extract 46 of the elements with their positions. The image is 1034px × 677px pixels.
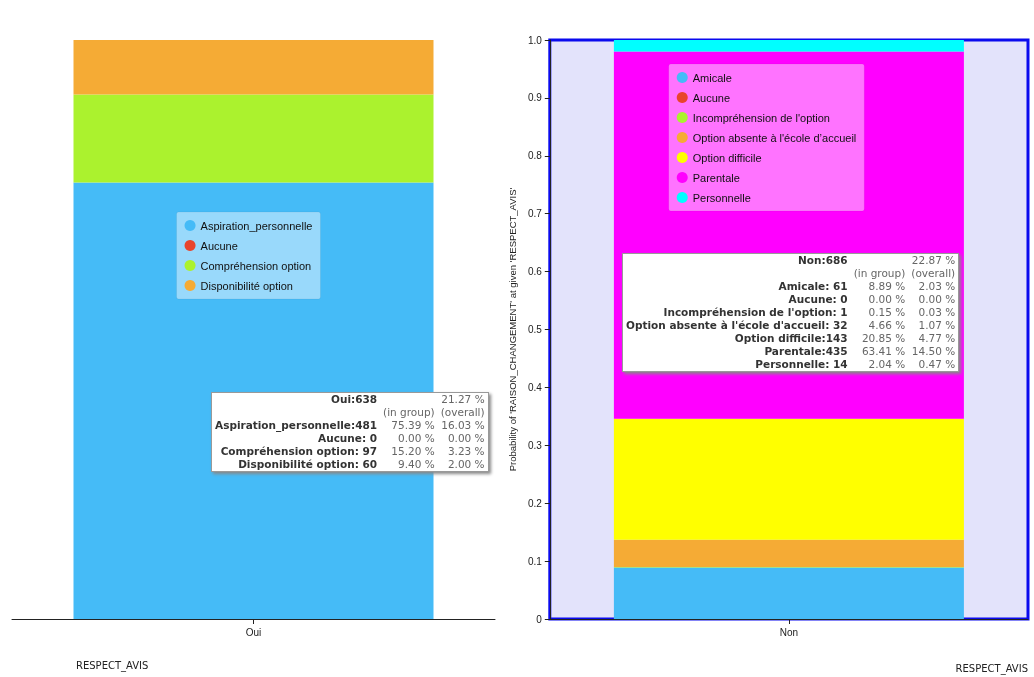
- x-tick-label: Non: [779, 626, 799, 638]
- text: Aucune: 0 0.00 % 0.00 %: [788, 293, 956, 305]
- text: Personnelle: 14 2.04 % 0.47 %: [755, 358, 956, 370]
- text: Amicale: 61 8.89 % 2.03 %: [778, 280, 956, 292]
- text: Aspiration_personnelle:481 75.39 % 16.03 %: [215, 419, 485, 431]
- bar: [613, 40, 964, 52]
- x-axis-title: RESPECT_AVIS: [955, 663, 1028, 674]
- text: Oui:638 21.27 %: [330, 393, 485, 405]
- text: Incompréhension de l'option: 1 0.15 % 0.03 %: [663, 306, 956, 318]
- legend-label: Incompréhension de l'option: [692, 111, 830, 124]
- legend-label: Option absente à l'école d’accueil: [692, 131, 857, 144]
- annotation: (in group) (overall): [852, 267, 957, 280]
- bar: [613, 539, 964, 567]
- y-tick-label: 0.3: [527, 439, 543, 451]
- bar: [613, 567, 964, 619]
- legend-label: Personnelle: [692, 191, 751, 204]
- legend-label: Parentale: [692, 171, 740, 184]
- y-tick-label: 0.5: [527, 324, 543, 335]
- y-tick-label: 0.7: [527, 208, 543, 220]
- legend-label: Compréhension option: [200, 259, 312, 272]
- y-tick-label: 1.0: [527, 34, 543, 46]
- text: Parentale:435 63.41 % 14.50 %: [764, 345, 956, 357]
- bar: [613, 418, 964, 540]
- x-tick-label: Oui: [245, 626, 262, 638]
- y-tick-label: 0.4: [527, 381, 543, 393]
- x-axis-title: RESPECT_AVIS: [76, 660, 149, 671]
- text: Option absente à l'école d'accueil: 32 4.66 % 1.07 %: [626, 319, 956, 331]
- y-tick-label: 0.6: [527, 266, 543, 278]
- legend-label: Aucune: [692, 91, 731, 104]
- legend-label: Option difficile: [692, 151, 762, 164]
- legend-label: Aucune: [200, 239, 238, 252]
- y-axis-title: Probability of 'RAISON_CHANGEMENT' at given 'RESPECT_AVIS': [506, 187, 518, 472]
- text: Disponibilité option: 60 9.40 % 2.00 %: [238, 458, 485, 470]
- text: (in group) (overall): [382, 406, 486, 419]
- text: Aucune: 0 0.00 % 0.00 %: [318, 432, 485, 444]
- legend-label: Amicale: [692, 71, 732, 84]
- text: Compréhension option: 97 15.20 % 3.23 %: [220, 445, 485, 457]
- y-tick-label: 0.1: [527, 555, 543, 567]
- y-tick-label: 0: [536, 613, 543, 625]
- text: Non:686 22.87 %: [798, 254, 956, 266]
- y-tick-label: 0.2: [527, 497, 543, 509]
- y-tick-label: 0.8: [527, 150, 543, 162]
- y-tick-label: 0.9: [527, 92, 543, 104]
- legend-label: Aspiration_personnelle: [200, 219, 313, 232]
- text: Option difficile:143 20.85 % 4.77 %: [734, 332, 956, 344]
- legend-label: Disponibilité option: [200, 279, 293, 292]
